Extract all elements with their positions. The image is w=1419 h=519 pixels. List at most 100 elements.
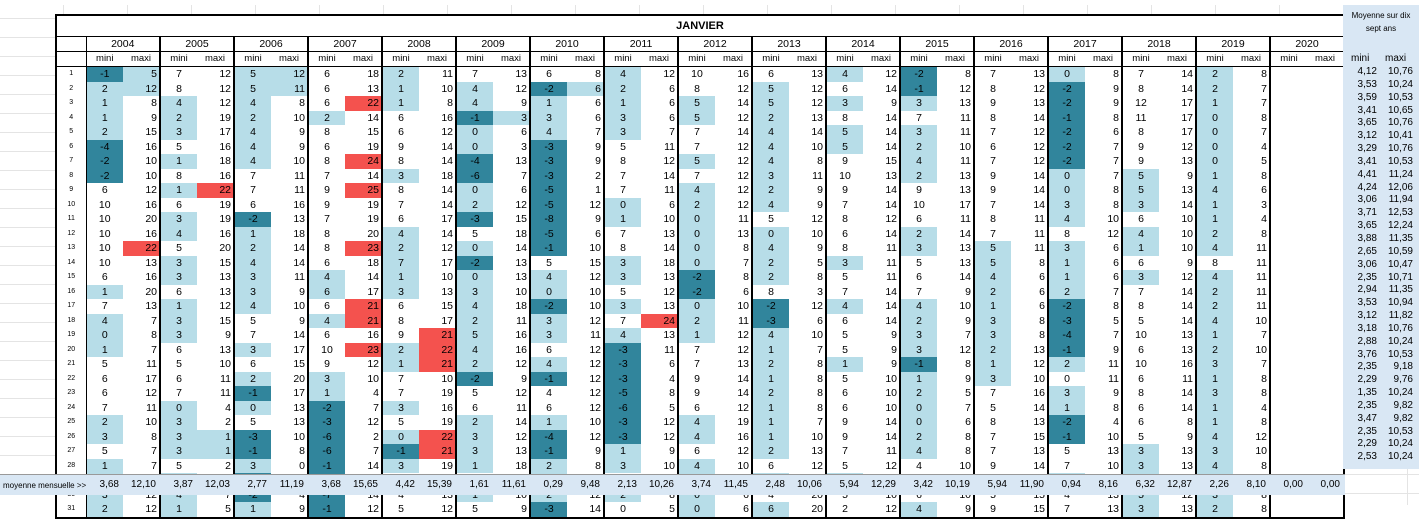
maxi-cell[interactable]: 4 [197,400,235,415]
maxi-cell[interactable]: 4 [1233,139,1271,154]
maxi-cell[interactable]: 10 [271,429,309,444]
mini-cell[interactable]: 3 [530,313,567,328]
maxi-cell[interactable]: 12 [197,299,235,314]
mini-cell[interactable]: 2 [382,342,419,357]
mini-cell[interactable]: 4 [900,502,937,518]
maxi-cell[interactable]: 13 [789,444,827,459]
maxi-cell[interactable]: 12 [715,183,753,198]
maxi-cell[interactable]: 8 [1233,415,1271,430]
mini-cell[interactable]: -3 [234,429,271,444]
maxi-cell[interactable]: 9 [1085,81,1123,96]
mini-cell[interactable]: -3 [604,371,641,386]
mini-cell[interactable]: 5 [768,213,774,226]
mini-cell[interactable]: 7 [398,372,404,385]
mini-cell[interactable] [1270,241,1307,256]
mini-cell[interactable]: 7 [1064,459,1070,472]
mini-cell[interactable]: 2 [974,342,1011,357]
mini-cell[interactable]: 9 [1138,140,1144,153]
maxi-cell[interactable]: 6 [1011,284,1049,299]
mini-cell[interactable]: 9 [916,184,922,197]
maxi-cell[interactable]: 13 [937,241,975,256]
maxi-cell[interactable]: 8 [1085,197,1123,212]
maxi-cell[interactable]: 9 [1085,342,1123,357]
mini-cell[interactable]: 9 [990,503,996,516]
maxi-cell[interactable]: 13 [1085,444,1123,459]
maxi-cell[interactable]: 8 [1159,415,1197,430]
maxi-cell[interactable] [1307,429,1345,444]
mini-cell[interactable]: 10 [98,227,111,240]
maxi-cell[interactable]: 19 [715,415,753,430]
maxi-cell[interactable] [1307,168,1345,183]
maxi-cell[interactable]: 15 [1011,429,1049,444]
mini-cell[interactable]: 0 [234,400,271,415]
mini-cell[interactable]: 6 [1138,416,1144,429]
mini-cell[interactable]: 2 [1048,357,1085,372]
mini-cell[interactable]: 1 [1196,96,1233,111]
mini-cell[interactable]: 6 [768,68,774,81]
mini-cell[interactable]: 4 [1196,183,1233,198]
mini-cell[interactable]: 7 [101,300,108,313]
maxi-cell[interactable]: 9 [863,328,901,343]
maxi-cell[interactable]: 14 [1159,386,1197,401]
mini-cell[interactable]: -2 [530,299,567,314]
maxi-cell[interactable]: 10 [1233,444,1271,459]
maxi-cell[interactable]: 13 [1011,444,1049,459]
maxi-cell[interactable]: 8 [937,429,975,444]
mini-cell[interactable]: 10 [98,198,111,211]
mini-cell[interactable]: 5 [678,154,715,169]
maxi-cell[interactable] [1307,400,1345,415]
mini-cell[interactable]: 7 [1138,285,1144,298]
mini-cell[interactable]: 8 [1064,227,1070,240]
mini-cell[interactable]: 1 [974,357,1011,372]
mini-cell[interactable]: 3 [826,255,863,270]
mini-cell[interactable]: 9 [990,459,996,472]
maxi-cell[interactable]: 14 [863,125,901,140]
maxi-cell[interactable]: 5 [1085,313,1123,328]
mini-cell[interactable]: -4 [456,154,493,169]
maxi-cell[interactable]: 12 [493,81,531,96]
maxi-cell[interactable]: 7 [937,400,975,415]
maxi-cell[interactable]: 11 [1233,299,1271,314]
mini-cell[interactable]: 3 [530,328,567,343]
mini-cell[interactable]: -1 [1048,429,1085,444]
mini-cell[interactable]: 8 [1138,126,1144,139]
mini-cell[interactable]: 1 [1048,270,1085,285]
maxi-cell[interactable]: 7 [123,313,161,328]
mini-cell[interactable]: -2 [86,168,123,183]
maxi-cell[interactable]: 11 [937,154,975,169]
maxi-cell[interactable]: 12 [1159,270,1197,285]
mini-cell[interactable]: 5 [546,256,552,269]
mini-cell[interactable]: 6 [752,502,789,518]
mini-cell[interactable]: 6 [250,198,256,211]
mini-cell[interactable]: -8 [530,212,567,227]
mini-cell[interactable]: 6 [990,140,996,153]
mini-cell[interactable]: 2 [234,371,271,386]
maxi-cell[interactable]: 23 [345,241,383,256]
mini-cell[interactable]: 0 [86,328,123,343]
maxi-cell[interactable]: 18 [271,226,309,241]
mini-cell[interactable]: 9 [694,387,700,400]
mini-cell[interactable]: 5 [752,81,789,96]
mini-cell[interactable]: 6 [398,213,404,226]
mini-cell[interactable]: 4 [604,66,641,82]
maxi-cell[interactable]: 6 [567,110,605,125]
mini-cell[interactable]: 0 [678,226,715,241]
mini-cell[interactable] [1270,125,1307,140]
mini-cell[interactable] [1270,198,1307,213]
mini-cell[interactable]: 6 [324,300,330,313]
mini-cell[interactable]: 3 [308,371,345,386]
mini-cell[interactable]: 2 [752,270,789,285]
maxi-cell[interactable]: 18 [345,255,383,270]
maxi-cell[interactable]: 16 [345,328,383,343]
mini-cell[interactable]: 8 [990,111,996,124]
maxi-cell[interactable]: 12 [271,66,309,82]
maxi-cell[interactable]: 14 [863,226,901,241]
maxi-cell[interactable]: 13 [937,255,975,270]
mini-cell[interactable]: 5 [472,387,478,400]
mini-cell[interactable]: 7 [842,285,848,298]
mini-cell[interactable]: 9 [842,416,848,429]
mini-cell[interactable]: 3 [234,458,271,473]
mini-cell[interactable]: -3 [530,168,567,183]
mini-cell[interactable]: 2 [382,241,419,256]
mini-cell[interactable]: -1 [900,81,937,96]
